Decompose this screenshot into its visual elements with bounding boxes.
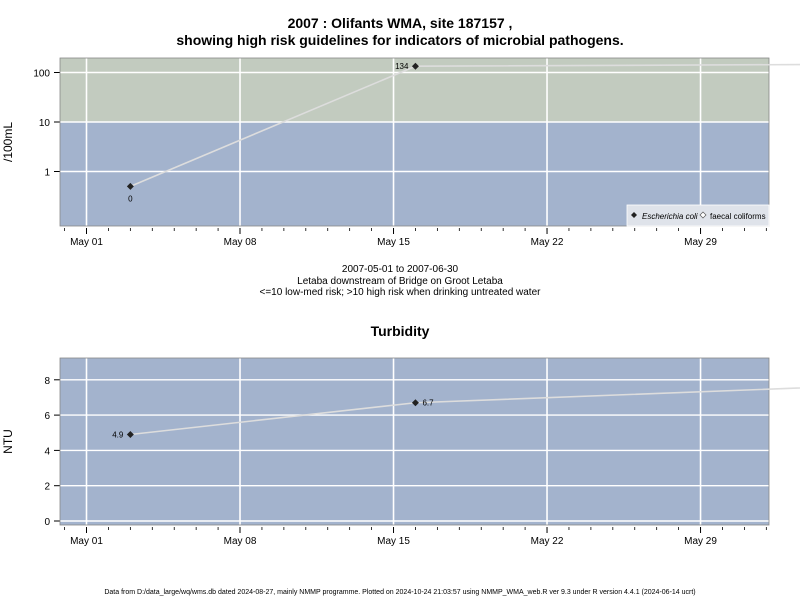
data-label-p0: 134	[395, 62, 409, 71]
legend-marker-faecal	[699, 211, 707, 219]
footer-note: Data from D:/data_large/wq/wms.db dated …	[104, 589, 696, 596]
y-tick-label-p1: 2	[44, 482, 50, 493]
caption-date-range: 2007-05-01 to 2007-06-30	[341, 264, 459, 275]
turbidity-title: Turbidity	[370, 323, 430, 339]
x-tick-label-p1: May 29	[684, 536, 717, 547]
plot-frame-p0	[59, 57, 770, 227]
chart-title-line2: showing high risk guidelines for indicat…	[176, 32, 624, 48]
x-tick-label-p0: May 08	[224, 237, 257, 248]
y-tick-label-p1: 4	[44, 446, 50, 457]
data-point-p0	[126, 182, 134, 190]
legend-box	[626, 204, 770, 227]
chart-title-line1: 2007 : Olifants WMA, site 187157 ,	[287, 15, 513, 31]
y-tick-label-p1: 6	[44, 411, 50, 422]
y-tick-label-p0: 1	[44, 168, 50, 179]
legend-marker-ecoli	[631, 212, 637, 218]
x-tick-label-p1: May 01	[70, 536, 103, 547]
data-point-p1	[126, 431, 134, 439]
x-tick-label-p0: May 15	[377, 237, 410, 248]
y-tick-label-p1: 0	[44, 517, 50, 528]
data-point-p0	[411, 62, 419, 70]
y-tick-label-p0: 10	[39, 118, 51, 129]
data-label-p1: 4.9	[112, 431, 124, 440]
plot-background-p1	[60, 358, 769, 525]
data-label-p0: 0	[128, 194, 133, 203]
legend-label-faecal: faecal coliforms	[710, 212, 766, 221]
y-tick-label-p0: 100	[33, 69, 50, 80]
x-tick-label-p0: May 29	[684, 237, 717, 248]
caption-site: Letaba downstream of Bridge on Groot Let…	[297, 276, 503, 287]
x-tick-label-p1: May 22	[531, 536, 564, 547]
x-tick-label-p0: May 01	[70, 237, 103, 248]
y-axis-label-p0: /100mL	[1, 122, 15, 162]
caption-risk-note: <=10 low-med risk; >10 high risk when dr…	[259, 287, 541, 298]
y-axis-label-p1: NTU	[1, 429, 15, 454]
legend-label-ecoli: Escherichia coli	[642, 212, 698, 221]
x-tick-label-p0: May 22	[531, 237, 564, 248]
data-label-p1: 6.7	[422, 399, 434, 408]
data-point-p1	[411, 399, 419, 407]
y-tick-label-p1: 8	[44, 376, 50, 387]
plot-frame-p1	[59, 357, 770, 526]
x-tick-label-p1: May 08	[224, 536, 257, 547]
x-tick-label-p1: May 15	[377, 536, 410, 547]
series-line-p0	[130, 63, 800, 188]
series-line-p1	[130, 387, 800, 436]
